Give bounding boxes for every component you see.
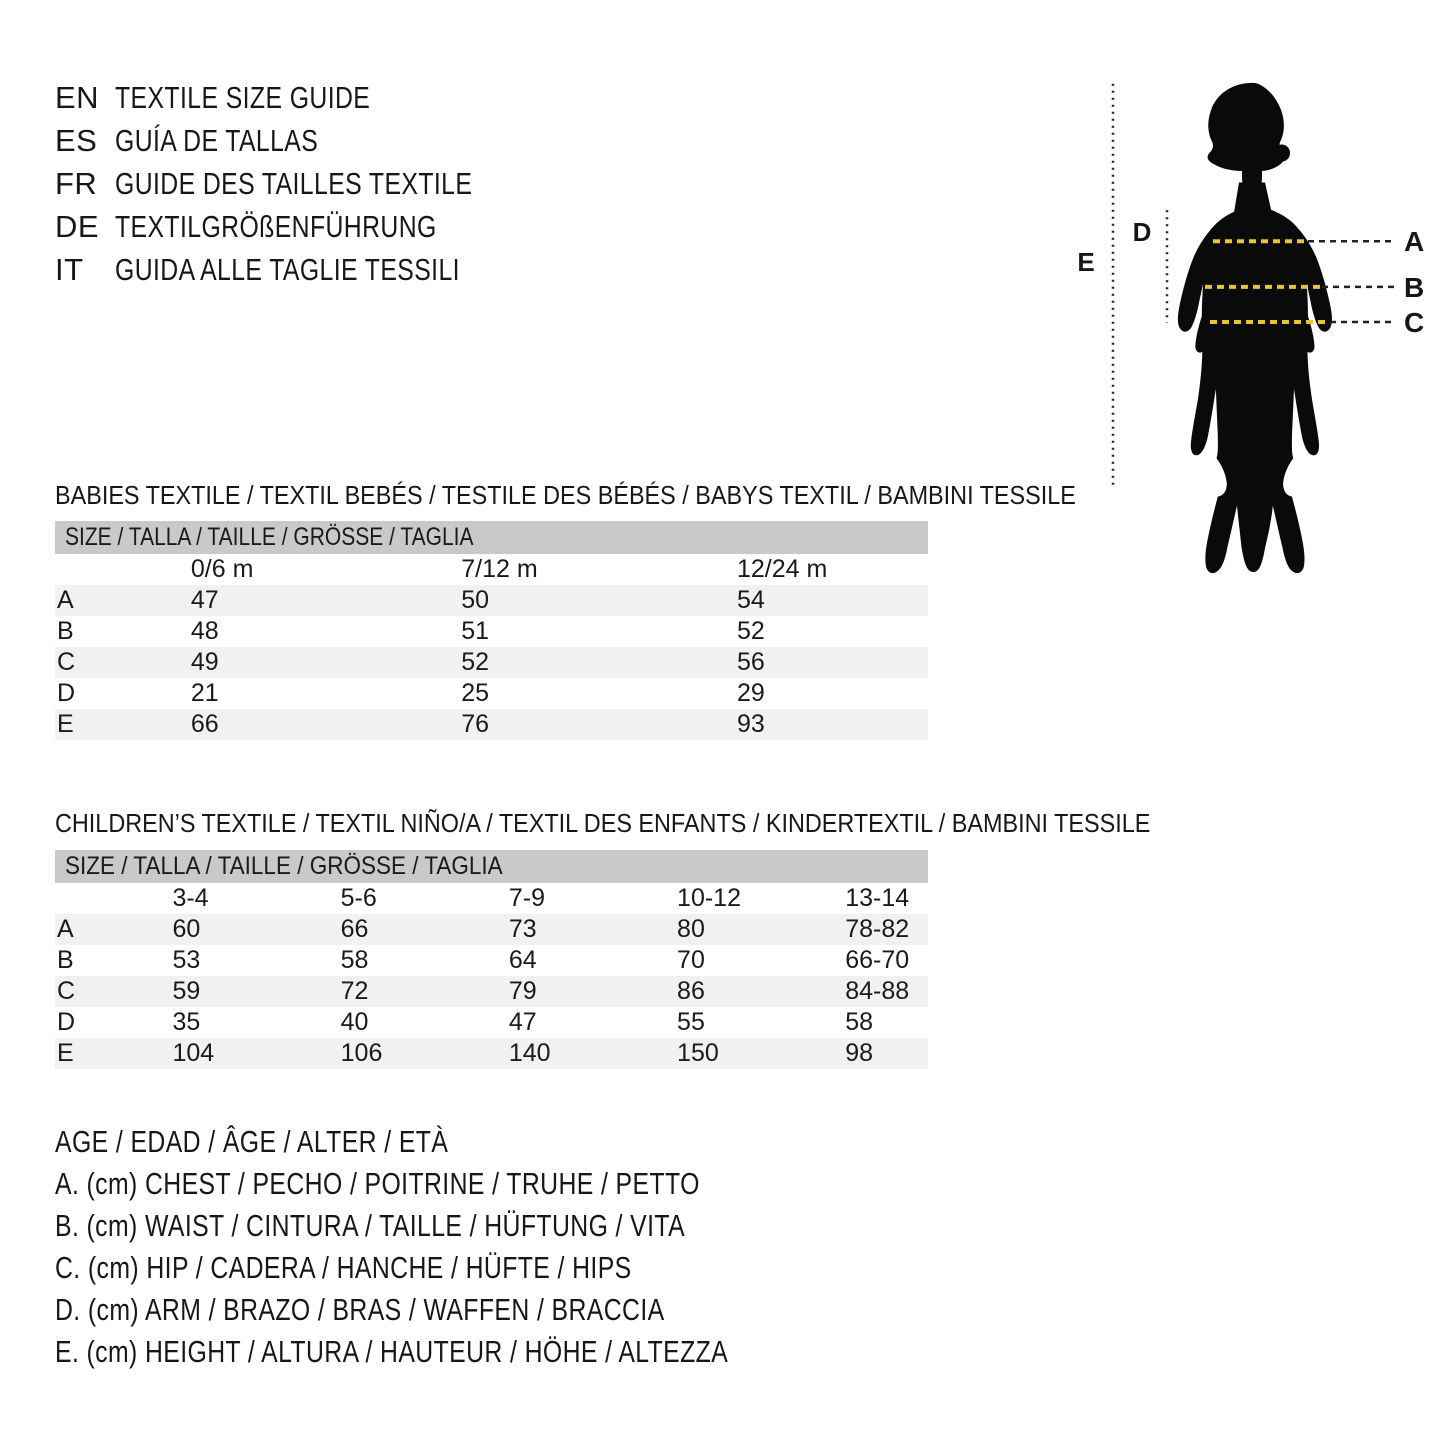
svg-text:C: C <box>1404 307 1424 338</box>
svg-text:D: D <box>1133 217 1152 247</box>
svg-text:A: A <box>1404 226 1424 257</box>
svg-text:B: B <box>1404 272 1424 303</box>
svg-text:E: E <box>1077 247 1094 277</box>
